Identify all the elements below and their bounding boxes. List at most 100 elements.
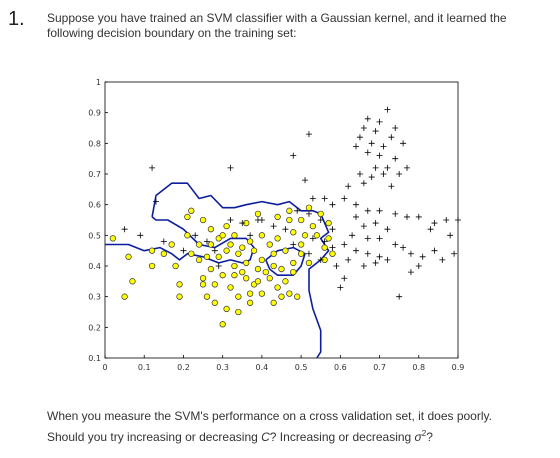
x-tick-label: 0.1 xyxy=(138,363,151,372)
y-tick-label: 0.8 xyxy=(88,139,101,148)
negative-example-point xyxy=(231,262,238,270)
positive-example-point xyxy=(215,263,222,269)
x-tick-label: 0.7 xyxy=(373,363,386,372)
positive-example-point xyxy=(160,238,167,245)
negative-example-point xyxy=(235,293,242,300)
positive-example-point xyxy=(282,226,289,233)
negative-example-point xyxy=(274,284,281,291)
negative-example-point xyxy=(203,253,211,260)
negative-example-point xyxy=(239,268,246,276)
positive-example-point xyxy=(353,247,360,254)
positive-example-point xyxy=(396,293,403,300)
negative-example-point xyxy=(211,299,218,306)
negative-example-point xyxy=(188,207,195,214)
followup-text-b: ? Increasing or decreasing xyxy=(269,430,415,444)
positive-example-point xyxy=(400,140,407,147)
positive-example-point xyxy=(407,269,414,276)
positive-example-point xyxy=(227,164,234,171)
y-tick-label: 1 xyxy=(96,78,101,87)
positive-example-point xyxy=(345,183,352,190)
negative-example-point xyxy=(266,241,273,248)
negative-example-point xyxy=(199,216,207,224)
positive-example-point xyxy=(349,232,356,239)
negative-example-point xyxy=(207,265,215,273)
question-text: Suppose you have trained an SVM classifi… xyxy=(47,11,507,40)
positive-example-point xyxy=(372,164,379,171)
positive-example-point xyxy=(431,247,438,254)
y-tick-label: 0.2 xyxy=(88,323,101,332)
negative-example-point xyxy=(305,204,313,211)
positive-example-point xyxy=(407,250,414,257)
negative-example-point xyxy=(294,293,301,300)
negative-example-point xyxy=(227,284,234,291)
positive-example-point xyxy=(364,207,371,214)
positive-example-point xyxy=(415,213,422,220)
positive-example-point xyxy=(372,128,379,135)
negative-example-point xyxy=(258,232,266,239)
negative-example-point xyxy=(211,281,218,288)
x-tick-label: 0.2 xyxy=(177,363,190,372)
y-tick-label: 0.1 xyxy=(88,354,101,363)
negative-example-point xyxy=(184,213,191,221)
negative-example-point xyxy=(286,216,293,224)
negative-example-point xyxy=(219,232,226,239)
negative-example-point xyxy=(219,321,226,328)
negative-example-point xyxy=(301,232,309,239)
positive-example-point xyxy=(384,226,391,233)
positive-example-point xyxy=(180,247,187,254)
positive-example-point xyxy=(364,115,371,122)
negative-example-point xyxy=(129,278,136,285)
negative-example-point xyxy=(278,265,285,273)
positive-example-point xyxy=(317,217,324,223)
positive-example-point xyxy=(443,217,450,223)
negative-example-point xyxy=(239,244,246,251)
positive-example-point xyxy=(227,217,234,223)
positive-example-point xyxy=(376,152,383,159)
parameter-sigma: σ xyxy=(414,430,422,444)
positive-example-point xyxy=(360,223,367,230)
negative-example-point xyxy=(313,232,320,239)
followup-question: When you measure the SVM's performance o… xyxy=(47,408,547,446)
positive-example-point xyxy=(392,155,399,162)
positive-example-point xyxy=(203,238,210,245)
positive-example-point xyxy=(341,241,348,248)
positive-example-point xyxy=(258,217,265,223)
negative-example-point xyxy=(223,247,230,254)
y-tick-label: 0.6 xyxy=(88,201,101,210)
negative-example-point xyxy=(258,256,266,264)
positive-example-point xyxy=(309,195,316,202)
positive-example-point xyxy=(451,250,458,257)
negative-example-point xyxy=(219,272,226,279)
negative-example-point xyxy=(254,265,262,273)
positive-example-point xyxy=(345,256,352,263)
negative-example-point xyxy=(188,250,195,257)
negative-example-point xyxy=(246,238,254,245)
negative-example-point xyxy=(321,244,328,251)
negative-example-point xyxy=(278,293,285,300)
negative-example-point xyxy=(184,232,191,239)
positive-example-point xyxy=(192,232,199,239)
positive-example-point xyxy=(305,131,312,138)
positive-example-point xyxy=(439,256,446,263)
positive-example-point xyxy=(341,195,348,202)
negative-example-point xyxy=(262,268,269,276)
positive-example-point xyxy=(380,143,387,150)
positive-example-point xyxy=(356,134,363,141)
positive-example-point xyxy=(211,247,218,254)
positive-example-point xyxy=(247,232,254,239)
negative-example-point xyxy=(282,247,289,254)
positive-example-point xyxy=(360,125,367,131)
positive-example-point xyxy=(380,171,387,177)
negative-example-point xyxy=(286,207,293,214)
positive-example-point xyxy=(321,195,328,202)
negative-example-point xyxy=(254,278,262,285)
positive-example-point xyxy=(239,220,246,227)
positive-example-point xyxy=(360,263,367,269)
positive-example-point xyxy=(290,152,297,159)
negative-example-point xyxy=(243,259,250,267)
positive-example-point xyxy=(149,164,156,171)
positive-example-point xyxy=(290,241,297,248)
negative-example-point xyxy=(246,290,254,297)
positive-example-point xyxy=(333,263,340,269)
x-tick-label: 0.9 xyxy=(452,363,465,372)
